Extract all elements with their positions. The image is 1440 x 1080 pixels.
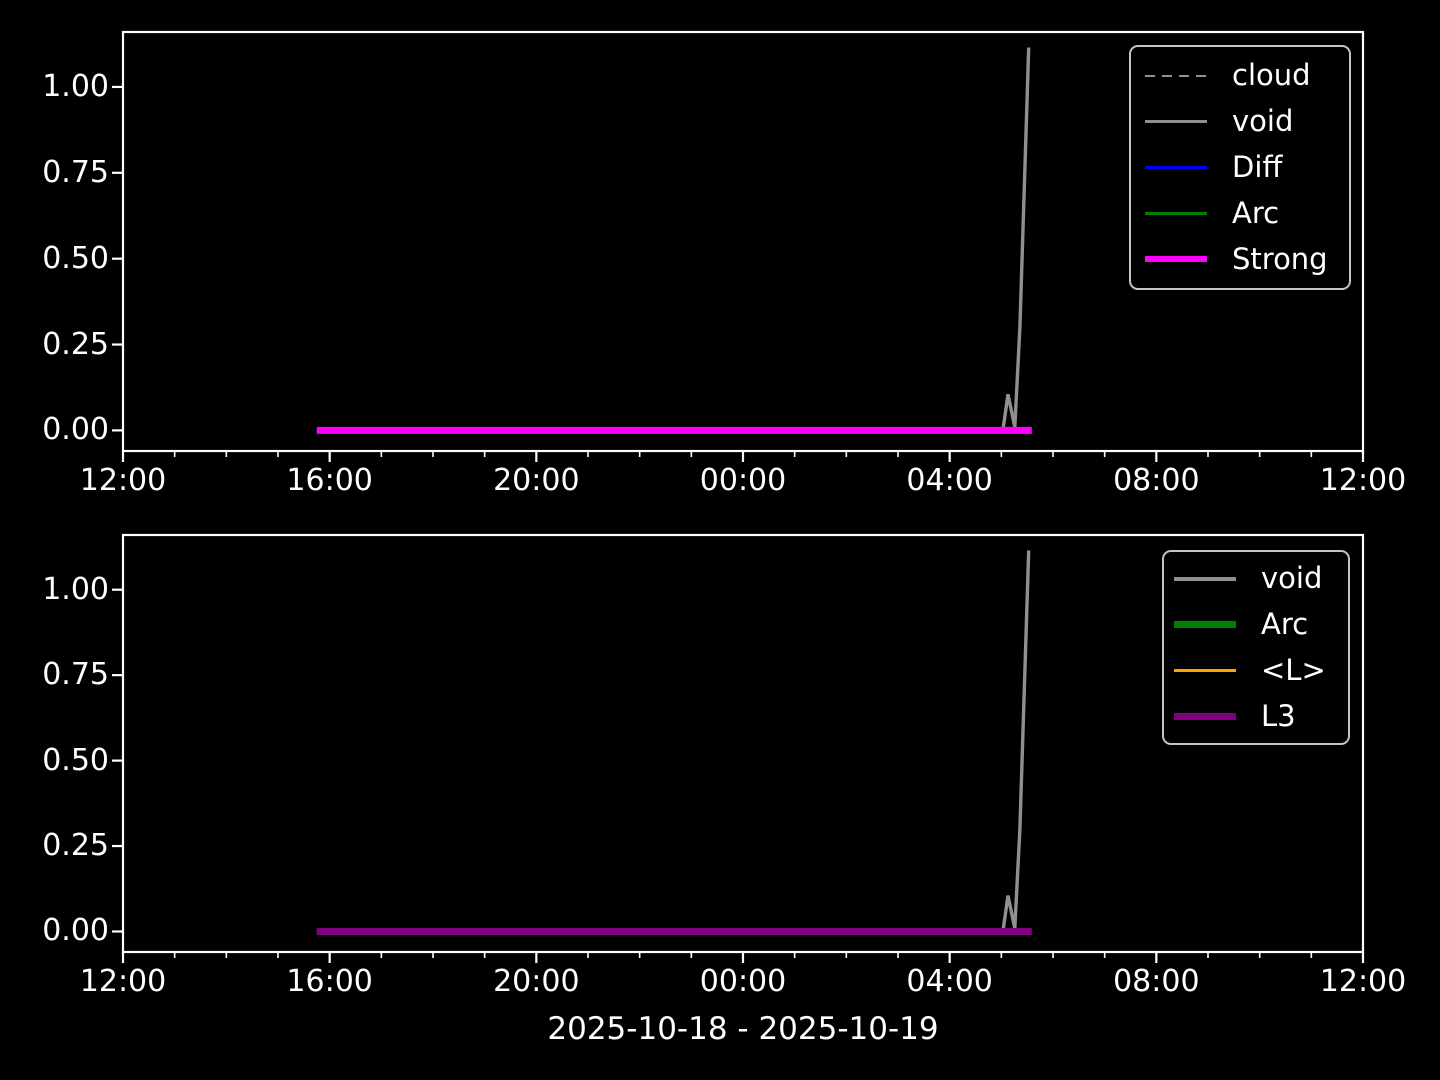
x-tick-label: 04:00 [906,463,993,498]
x-tick-label: 12:00 [1319,463,1407,498]
legend-label: void [1232,104,1294,139]
legend-label: void [1261,561,1323,596]
y-tick-label: 0.50 [42,240,109,276]
top-plot: 12:00 16:00 20:00 00:00 04:00 08:00 12:00 0.00 0… [42,30,1406,498]
x-tick-label: 16:00 [286,463,373,498]
legend-label: L3 [1261,698,1296,733]
y-tick-label: 1.00 [42,571,109,607]
legend-item: <L> [1174,648,1342,694]
x-tick-label: 12:00 [1319,964,1407,999]
plot-area [112,30,1365,462]
x-tick-label: 12:00 [79,964,167,999]
legend-label: Strong [1232,241,1328,276]
x-axis-title: 2025-10-18 - 2025-10-19 [547,1011,939,1047]
legend-line-sample-l [1174,668,1236,673]
x-tick-label: 16:00 [286,964,373,999]
legend-label: Arc [1232,195,1280,230]
legend-item: void [1145,99,1343,145]
legend-label: <L> [1261,652,1326,687]
x-tick-label: 00:00 [699,964,787,999]
x-tick-label: 08:00 [1113,964,1200,999]
x-tick-label: 20:00 [493,964,580,999]
y-tick-label: 0.25 [42,828,109,864]
legend-item: Strong [1145,236,1343,282]
legend-line-sample-l3 [1174,712,1236,720]
legend-label: cloud [1232,58,1311,93]
bottom-plot: 12:00 16:00 20:00 00:00 04:00 08:00 12:00 0.00 0… [42,533,1406,999]
y-tick-label: 0.50 [42,742,109,778]
legend-line-sample-arc [1145,211,1207,215]
legend-item: cloud [1145,53,1343,99]
x-tick-label: 08:00 [1113,463,1200,498]
legend-item: Arc [1174,602,1342,648]
series-void-line [316,550,1031,934]
y-tick-label: 0.75 [42,154,109,190]
legend-line-sample-strong [1145,255,1207,263]
x-tick-label: 12:00 [79,463,167,498]
x-tick-label: 04:00 [906,964,993,999]
series-void-line [316,47,1031,433]
x-tick-label: 20:00 [493,463,580,498]
y-tick-label: 0.00 [42,412,109,448]
y-tick-label: 1.00 [42,68,109,104]
y-tick-label: 0.00 [42,913,109,949]
legend: void Arc <L> L3 [1162,550,1350,745]
legend: cloud void Diff Arc Strong [1129,45,1351,290]
y-tick-label: 0.75 [42,657,109,693]
y-tick-label: 0.25 [42,326,109,362]
x-tick-label: 00:00 [699,463,787,498]
legend-item: Arc [1145,190,1343,236]
plot-area [112,533,1365,963]
legend-line-sample-diff [1145,165,1207,170]
legend-line-sample-void [1145,119,1207,124]
legend-item: void [1174,556,1342,602]
legend-line-sample-cloud [1145,74,1207,78]
legend-item: Diff [1145,145,1343,191]
legend-label: Arc [1261,607,1309,642]
legend-line-sample-arc [1174,621,1236,629]
legend-item: L3 [1174,693,1342,739]
legend-line-sample-void [1174,577,1236,581]
legend-label: Diff [1232,149,1283,184]
